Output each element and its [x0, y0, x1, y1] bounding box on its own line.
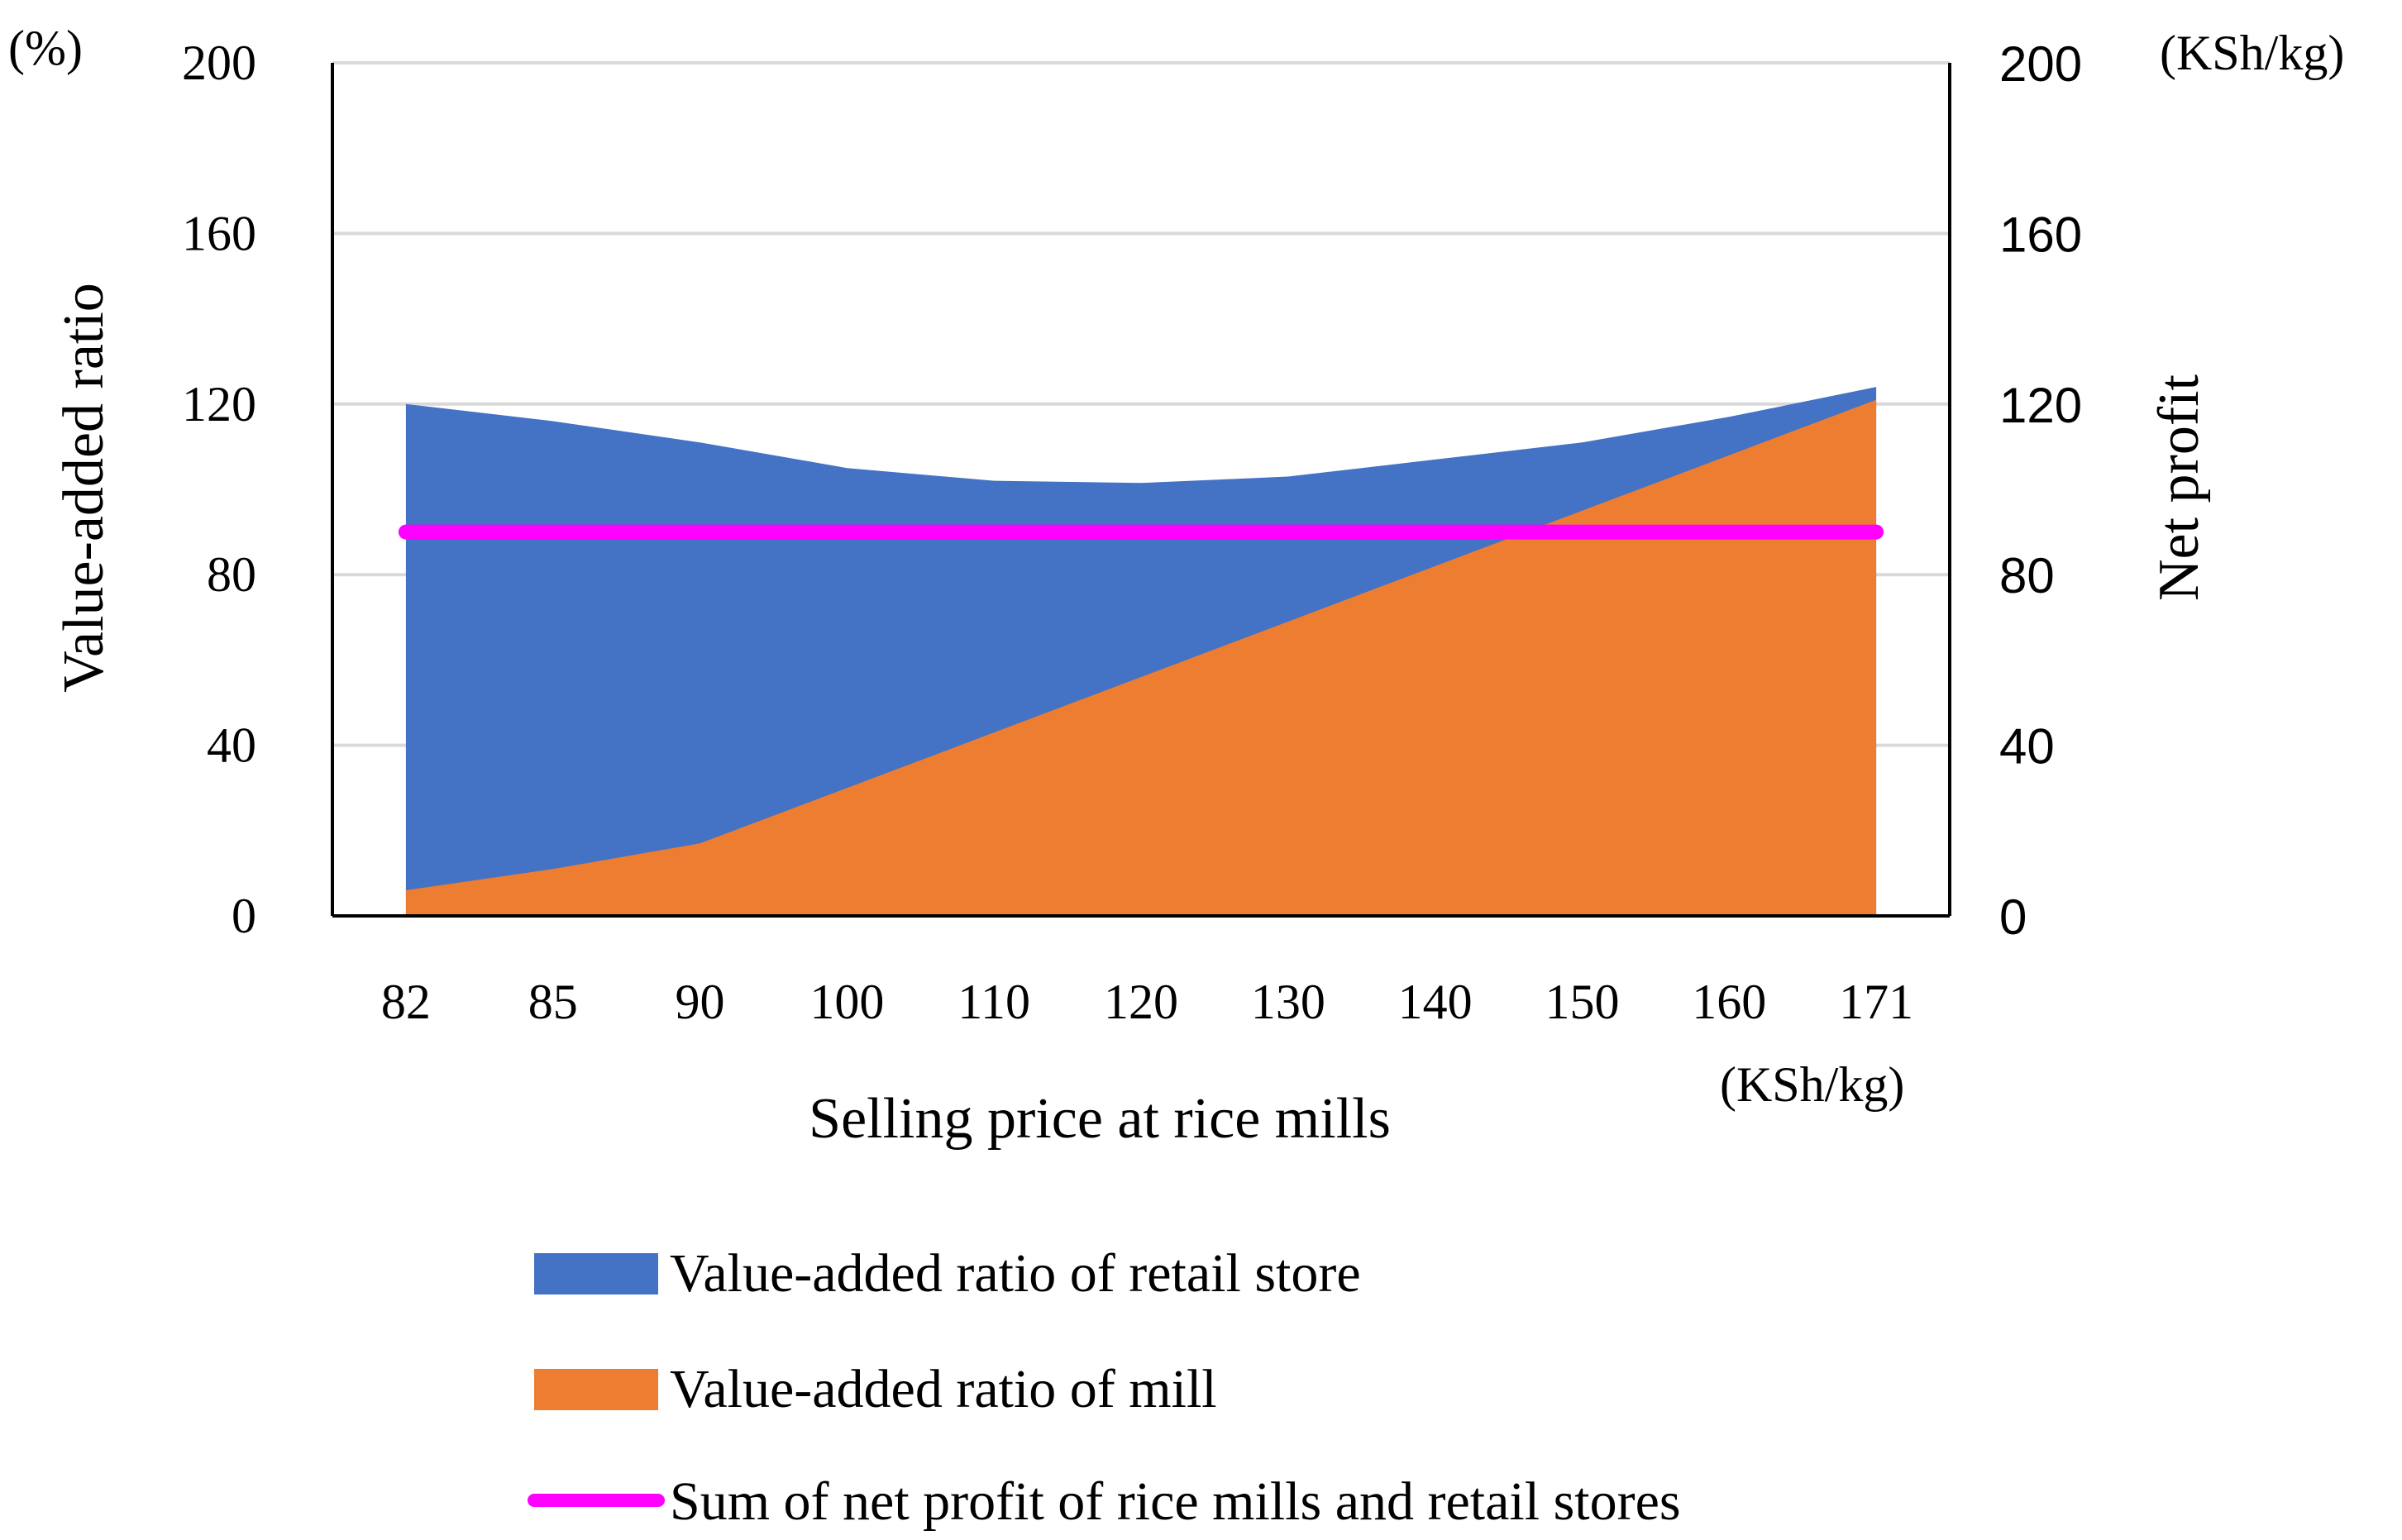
legend-swatch-retail — [534, 1253, 658, 1294]
legend-item: Sum of net profit of rice mills and reta… — [528, 1471, 1681, 1532]
y-axis-left-unit: (%) — [8, 21, 83, 75]
y-axis-left-tick-label: 0 — [232, 889, 256, 943]
y-axis-left-tick-label: 120 — [182, 377, 256, 431]
legend-label-net-profit: Sum of net profit of rice mills and reta… — [670, 1471, 1681, 1532]
x-axis-tick-label: 90 — [676, 975, 725, 1029]
area-series — [405, 387, 1877, 916]
x-axis-tick-label: 110 — [957, 975, 1030, 1029]
y-axis-left-title: Value-added ratio — [52, 283, 116, 693]
y-axis-left-tick-label: 160 — [182, 206, 256, 260]
x-axis-title: Selling price at rice mills — [809, 1087, 1391, 1151]
x-axis-ticks: 82 85 90 100 110 120 130 140 150 160 171 — [381, 975, 1913, 1029]
y-axis-left-tick-label: 40 — [207, 718, 256, 773]
area-mill — [405, 399, 1877, 916]
legend-label-retail: Value-added ratio of retail store — [670, 1243, 1361, 1304]
y-axis-right-tick-label: 80 — [1999, 548, 2055, 603]
x-axis-tick-label: 130 — [1251, 975, 1325, 1029]
axes — [331, 63, 1951, 918]
y-axis-left-tick-label: 80 — [207, 547, 256, 602]
y-axis-right-tick-label: 160 — [1999, 207, 2082, 262]
x-axis-tick-label: 82 — [381, 975, 431, 1029]
x-axis-tick-label: 85 — [528, 975, 578, 1029]
y-axis-right-tick-label: 120 — [1999, 378, 2082, 433]
x-axis-tick-label: 171 — [1839, 975, 1913, 1029]
y-axis-right-tick-label: 0 — [1999, 889, 2027, 945]
y-axis-right-unit: (KSh/kg) — [2160, 26, 2344, 80]
y-axis-right-title: Net profit — [2147, 374, 2211, 601]
x-axis-unit: (KSh/kg) — [1720, 1057, 1904, 1112]
legend-item: Value-added ratio of mill — [534, 1359, 1217, 1419]
y-axis-right-tick-label: 200 — [1999, 36, 2082, 92]
x-axis-tick-label: 120 — [1104, 975, 1178, 1029]
x-axis-tick-label: 100 — [809, 975, 884, 1029]
x-axis-tick-label: 160 — [1692, 975, 1766, 1029]
y-axis-left-ticks: 0 40 80 120 160 200 — [182, 36, 256, 943]
y-axis-right-tick-label: 40 — [1999, 719, 2055, 775]
legend-swatch-mill — [534, 1369, 658, 1410]
legend-label-mill: Value-added ratio of mill — [670, 1359, 1217, 1419]
legend-item: Value-added ratio of retail store — [534, 1243, 1361, 1304]
y-axis-right-ticks: 0 40 80 120 160 200 — [1999, 36, 2082, 945]
x-axis-tick-label: 140 — [1398, 975, 1473, 1029]
y-axis-left-tick-label: 200 — [182, 36, 256, 90]
x-axis-tick-label: 150 — [1545, 975, 1619, 1029]
legend: Value-added ratio of retail store Value-… — [528, 1243, 1681, 1532]
